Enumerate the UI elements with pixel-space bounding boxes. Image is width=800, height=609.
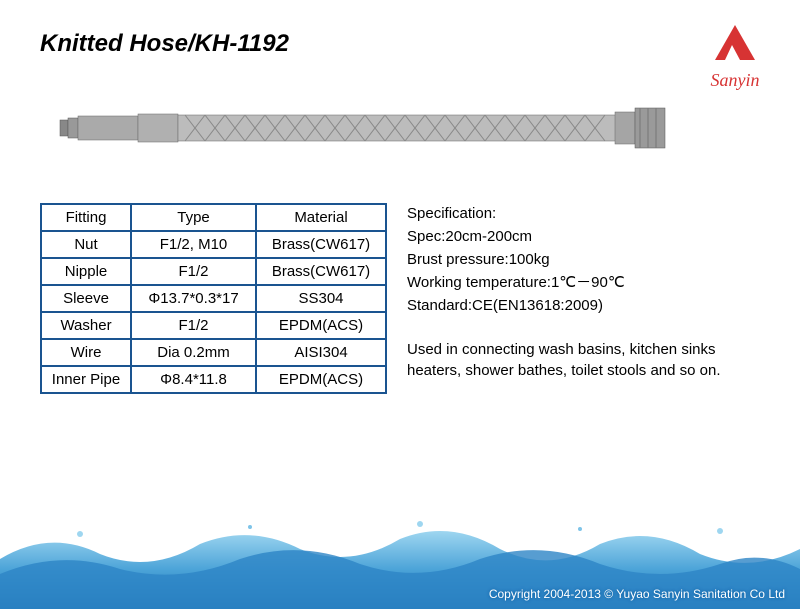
specification-text: Specification: Spec:20cm-200cm Brust pre…	[407, 203, 727, 383]
table-row: WasherF1/2EPDM(ACS)	[41, 312, 386, 339]
spec-heading: Specification:	[407, 203, 727, 224]
table-row: WireDia 0.2mmAISI304	[41, 339, 386, 366]
hose-image	[40, 98, 680, 158]
table-row: Inner PipeΦ8.4*11.8EPDM(ACS)	[41, 366, 386, 393]
spec-standard: Standard:CE(EN13618:2009)	[407, 295, 727, 316]
page-title: Knitted Hose/KH-1192	[40, 30, 760, 58]
spec-temperature: Working temperature:1℃－90℃	[407, 272, 727, 293]
spec-range: Spec:20cm-200cm	[407, 226, 727, 247]
logo-text: Sanyin	[710, 70, 760, 91]
table-row: NutF1/2, M10Brass(CW617)	[41, 231, 386, 258]
spec-usage: Used in connecting wash basins, kitchen …	[407, 339, 727, 381]
spec-table: Fitting Type Material NutF1/2, M10Brass(…	[40, 203, 387, 394]
spec-pressure: Brust pressure:100kg	[407, 249, 727, 270]
copyright-text: Copyright 2004-2013 © Yuyao Sanyin Sanit…	[489, 587, 785, 601]
table-header-row: Fitting Type Material	[41, 204, 386, 231]
table-row: NippleF1/2Brass(CW617)	[41, 258, 386, 285]
table-row: SleeveΦ13.7*0.3*17SS304	[41, 285, 386, 312]
col-material: Material	[256, 204, 386, 231]
brand-logo: Sanyin	[710, 20, 760, 91]
logo-triangle-icon	[710, 20, 760, 70]
col-type: Type	[131, 204, 256, 231]
col-fitting: Fitting	[41, 204, 131, 231]
